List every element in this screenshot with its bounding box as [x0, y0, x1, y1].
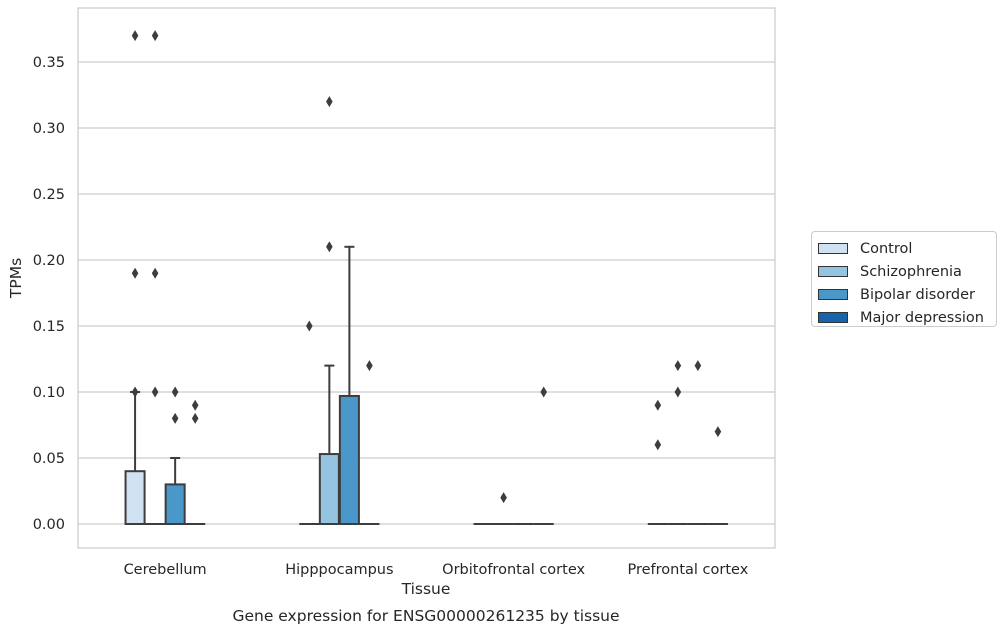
box-rect: [124, 470, 146, 526]
gridlines: [78, 61, 775, 525]
y-tick-label: 0.20: [33, 253, 65, 269]
legend-swatch: [818, 312, 848, 323]
box-cerebellum-schizophrenia: [145, 30, 166, 525]
x-tick-label: Orbitofrontal cortex: [442, 562, 585, 578]
outlier-point: [694, 360, 702, 372]
box-rect: [164, 483, 186, 525]
legend-item: Control: [818, 237, 996, 260]
outlier-point: [674, 360, 682, 372]
outlier-point: [540, 386, 547, 398]
box-prefrontal-cortex-bipolar-disorder: [687, 360, 708, 525]
legend-item: Major depression: [818, 306, 996, 329]
y-tick-label: 0.30: [33, 121, 65, 137]
plot-frame: [77, 7, 776, 549]
x-tick-label: Hipppocampus: [285, 562, 393, 578]
legend-swatch: [818, 289, 848, 300]
outlier-point: [171, 412, 179, 424]
chart-title: Gene expression for ENSG00000261235 by t…: [232, 607, 619, 625]
legend-label: Major depression: [860, 309, 984, 326]
x-tick-label: Cerebellum: [124, 562, 207, 578]
outlier-point: [306, 320, 313, 332]
x-tick-label: Prefrontal cortex: [627, 562, 748, 578]
y-tick-label: 0.10: [33, 385, 65, 401]
outlier-point: [191, 412, 199, 424]
outlier-point: [654, 439, 662, 451]
box-hipppocampus-schizophrenia: [318, 96, 340, 526]
outlier-point: [131, 386, 139, 398]
outlier-point: [151, 267, 159, 279]
box-rect: [338, 394, 360, 525]
box-hipppocampus-bipolar-disorder: [338, 245, 360, 525]
outlier-point: [151, 30, 159, 42]
outlier-point: [151, 386, 159, 398]
outlier-point: [171, 386, 179, 398]
legend-item: Schizophrenia: [818, 260, 996, 283]
box-prefrontal-cortex-major-depression: [707, 426, 728, 525]
x-tick-labels: Cerebellum Hipppocampus Orbitofrontal cort…: [124, 562, 749, 578]
legend-swatch: [818, 243, 848, 254]
box-prefrontal-cortex-schizophrenia: [667, 360, 688, 525]
y-tick-label: 0.05: [33, 451, 65, 467]
legend-label: Bipolar disorder: [860, 286, 975, 303]
y-tick-labels: 0.00 0.05 0.10 0.15 0.20 0.25 0.30 0.35: [33, 55, 65, 533]
boxes: [124, 30, 728, 526]
box-prefrontal-cortex-control: [647, 399, 668, 525]
legend-swatch: [818, 266, 848, 277]
x-axis-title: Tissue: [401, 580, 451, 598]
y-tick-label: 0.35: [33, 55, 65, 71]
outlier-point: [191, 399, 199, 411]
box-cerebellum-major-depression: [185, 399, 206, 525]
box-orbitofrontal-cortex-major-depression: [533, 386, 554, 525]
outlier-point: [131, 267, 139, 279]
outlier-point: [654, 399, 662, 411]
outlier-point: [366, 360, 373, 372]
box-orbitofrontal-cortex-schizophrenia: [493, 492, 514, 525]
y-tick-label: 0.25: [33, 187, 65, 203]
outlier-point: [714, 426, 722, 438]
y-axis-title: TPMs: [7, 258, 25, 299]
legend-item: Bipolar disorder: [818, 283, 996, 306]
box-cerebellum-control: [124, 30, 146, 526]
legend-label: Schizophrenia: [860, 263, 962, 280]
box-rect: [318, 453, 340, 526]
outlier-point: [326, 241, 333, 253]
outlier-point: [326, 96, 333, 108]
outlier-point: [674, 386, 682, 398]
box-cerebellum-bipolar-disorder: [164, 386, 186, 525]
box-hipppocampus-major-depression: [359, 360, 380, 525]
outlier-point: [500, 492, 507, 504]
box-hipppocampus-control: [299, 320, 320, 525]
legend: Control Schizophrenia Bipolar disorder Majo…: [811, 231, 997, 327]
y-tick-label: 0.00: [33, 517, 65, 533]
outlier-point: [131, 30, 139, 42]
y-tick-label: 0.15: [33, 319, 65, 335]
legend-label: Control: [860, 240, 913, 257]
